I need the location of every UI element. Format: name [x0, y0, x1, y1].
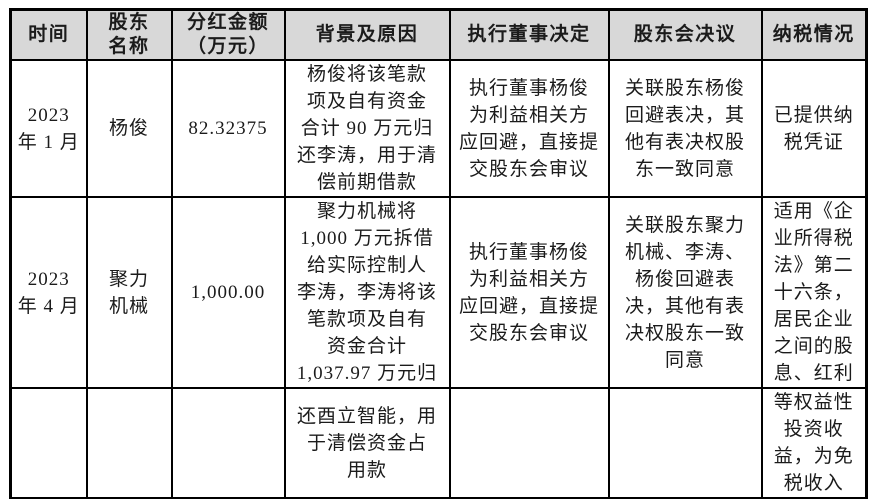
cell-dividend-amount: 82.32375: [170, 59, 286, 198]
cell-dividend-amount: [170, 387, 286, 499]
cell-time: [9, 387, 88, 499]
cell-executive-director-decision: 执行董事杨俊 为利益相关方 应回避，直接提 交股东会审议: [448, 59, 610, 198]
header-background-reason: 背景及原因: [283, 8, 451, 61]
cell-shareholder-meeting-resolution: 关联股东杨俊 回避表决，其 他有表决权股 东一致同意: [607, 59, 763, 198]
header-executive-director-decision: 执行董事决定: [448, 8, 610, 61]
cell-time: 2023 年 4 月: [9, 196, 88, 389]
cell-executive-director-decision: 执行董事杨俊 为利益相关方 应回避，直接提 交股东会审议: [448, 196, 610, 389]
table-row: 2023 年 4 月 聚力 机械 1,000.00 聚力机械将 1,000 万元…: [9, 196, 868, 389]
table-header-row: 时间 股东 名称 分红金额 （万元） 背景及原因 执行董事决定 股东会决议 纳税…: [9, 8, 868, 61]
header-time: 时间: [9, 8, 88, 61]
table-row: 2023 年 1 月 杨俊 82.32375 杨俊将该笔款 项及自有资金 合计 …: [9, 59, 868, 198]
cell-background-reason: 聚力机械将 1,000 万元拆借 给实际控制人 李涛，李涛将该 笔款项及自有 资…: [283, 196, 451, 389]
cell-shareholder-name: [85, 387, 173, 499]
cell-shareholder-meeting-resolution: 关联股东聚力 机械、李涛、 杨俊回避表 决，其他有表 决权股东一致 同意: [607, 196, 763, 389]
cell-time: 2023 年 1 月: [9, 59, 88, 198]
cell-tax-status: 已提供纳 税凭证: [760, 59, 868, 198]
cell-tax-status: 适用《企 业所得税 法》第二 十六条， 居民企业 之间的股 息、红利: [760, 196, 868, 389]
header-dividend-amount: 分红金额 （万元）: [170, 8, 286, 61]
cell-background-reason: 还酉立智能，用 于清偿资金占 用款: [283, 387, 451, 499]
header-shareholder-meeting-resolution: 股东会决议: [607, 8, 763, 61]
cell-background-reason: 杨俊将该笔款 项及自有资金 合计 90 万元归 还李涛，用于清 偿前期借款: [283, 59, 451, 198]
cell-dividend-amount: 1,000.00: [170, 196, 286, 389]
cell-shareholder-name: 杨俊: [85, 59, 173, 198]
header-tax-status: 纳税情况: [760, 8, 868, 61]
cell-shareholder-name: 聚力 机械: [85, 196, 173, 389]
dividend-review-table: 时间 股东 名称 分红金额 （万元） 背景及原因 执行董事决定 股东会决议 纳税…: [9, 8, 868, 499]
table-row: 还酉立智能，用 于清偿资金占 用款 等权益性 投资收 益，为免 税收入: [9, 387, 868, 499]
cell-tax-status: 等权益性 投资收 益，为免 税收入: [760, 387, 868, 499]
header-shareholder-name: 股东 名称: [85, 8, 173, 61]
cell-shareholder-meeting-resolution: [607, 387, 763, 499]
cell-executive-director-decision: [448, 387, 610, 499]
